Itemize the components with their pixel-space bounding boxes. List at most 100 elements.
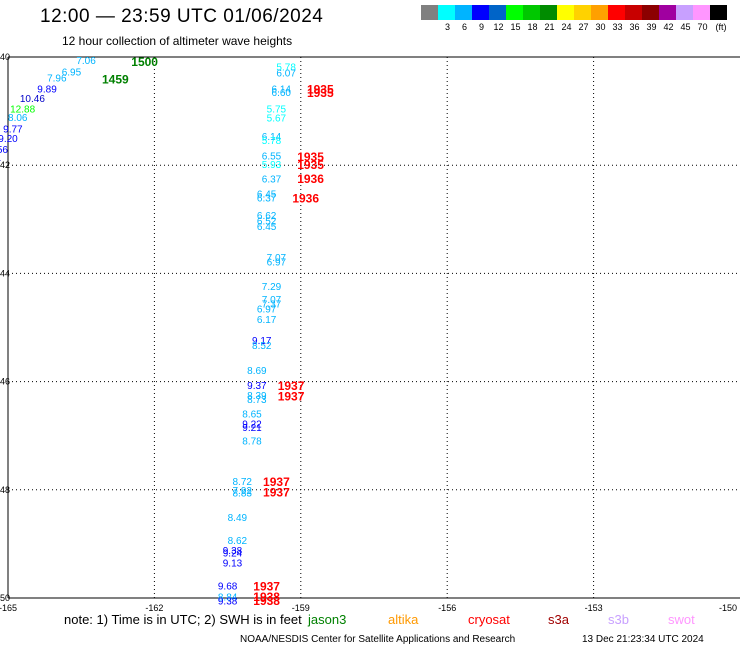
y-tick-label: 40: [0, 52, 10, 62]
legend-label: 33: [612, 22, 623, 32]
legend-swatch: [421, 5, 438, 20]
legend-swatch: [608, 5, 625, 20]
wave-height-label: 9.21: [242, 423, 262, 434]
legend-swatch: [540, 5, 557, 20]
wave-height-label: 12.88: [10, 104, 35, 115]
wave-height-label: 8.69: [247, 366, 267, 377]
wave-height-label: 10.46: [20, 94, 45, 105]
legend-swatch: [676, 5, 693, 20]
page-subtitle: 12 hour collection of altimeter wave hei…: [62, 34, 293, 48]
legend-label: 36: [629, 22, 640, 32]
wave-height-label: 6.17: [257, 315, 277, 326]
wave-height-label: 9.68: [218, 582, 238, 593]
satellite-label: swot: [668, 612, 695, 627]
wave-height-label: 9.89: [37, 84, 57, 95]
legend-label: 24: [561, 22, 572, 32]
legend-label: 70: [697, 22, 708, 32]
wave-height-label: 8.65: [242, 410, 262, 421]
x-tick-label: -153: [585, 603, 603, 613]
wave-height-label: 5.78: [276, 63, 296, 74]
satellite-label: jason3: [308, 612, 347, 627]
wave-height-label: 8.49: [228, 513, 248, 524]
time-label: 1938: [253, 594, 280, 608]
legend-label: 39: [646, 22, 657, 32]
wave-height-label: 6.37: [257, 194, 277, 205]
time-label: 1937: [278, 390, 305, 404]
wave-height-label: 5.75: [267, 104, 287, 115]
wave-height-label: 6.45: [257, 189, 277, 200]
wave-height-label: 9.24: [223, 549, 243, 560]
wave-height-label: 7.37: [262, 300, 282, 311]
legend-label: 30: [595, 22, 606, 32]
legend-swatch: [506, 5, 523, 20]
footer-note: note: 1) Time is in UTC; 2) SWH is in fe…: [64, 612, 302, 627]
time-label: 1937: [278, 379, 305, 393]
legend-swatch: [455, 5, 472, 20]
legend-label: 15: [510, 22, 521, 32]
legend-label: 42: [663, 22, 674, 32]
wave-height-label: 8.78: [242, 437, 262, 448]
wave-height-label: 7.29: [262, 282, 282, 293]
legend-label: 3: [444, 22, 451, 32]
time-label: 1935: [307, 82, 334, 96]
wave-height-label: 6.52: [257, 216, 277, 227]
wave-height-label: 6.45: [257, 222, 277, 233]
time-label: 1936: [292, 192, 319, 206]
wave-height-label: 7.06: [76, 56, 96, 67]
wave-height-label: 6.14: [262, 132, 282, 143]
time-label: 1937: [263, 475, 290, 489]
wave-height-label: 6.37: [262, 175, 282, 186]
time-label: 1936: [297, 172, 324, 186]
wave-height-label: 8.62: [228, 536, 248, 547]
wave-height-label: 8.06: [8, 113, 28, 124]
wave-height-label: 5.78: [262, 136, 282, 147]
page-title: 12:00 — 23:59 UTC 01/06/2024: [40, 6, 324, 27]
x-tick-label: -159: [292, 603, 310, 613]
legend-label: 18: [527, 22, 538, 32]
legend-swatch: [591, 5, 608, 20]
wave-height-label: 8.52: [252, 341, 272, 352]
legend-unit: (ft): [715, 22, 727, 32]
legend-swatch: [625, 5, 642, 20]
legend-label: 12: [493, 22, 504, 32]
wave-height-label: 9.20: [0, 134, 18, 145]
wave-height-label: 6.07: [276, 69, 296, 80]
wave-height-label: 6.14: [272, 84, 292, 95]
x-tick-label: -150: [719, 603, 737, 613]
wave-height-label: 7.07: [267, 253, 287, 264]
wave-height-label: 9.22: [242, 419, 262, 430]
wave-height-label: 6.95: [62, 68, 82, 79]
wave-height-label: 8.72: [233, 477, 253, 488]
wave-height-label: 9.38: [223, 546, 243, 557]
x-tick-label: -165: [0, 603, 17, 613]
legend-swatch: [472, 5, 489, 20]
legend-swatches: [421, 5, 727, 20]
legend-label: 45: [680, 22, 691, 32]
satellite-label: s3a: [548, 612, 569, 627]
legend-swatch: [642, 5, 659, 20]
timestamp-text: 13 Dec 21:23:34 UTC 2024: [582, 634, 704, 645]
x-tick-label: -162: [145, 603, 163, 613]
legend-swatch: [523, 5, 540, 20]
legend-swatch: [557, 5, 574, 20]
satellite-label: cryosat: [468, 612, 510, 627]
satellite-label: s3b: [608, 612, 629, 627]
time-label: 1937: [253, 580, 280, 594]
wave-height-label: 6.60: [272, 88, 292, 99]
wave-height-label: 7.92: [233, 486, 253, 497]
y-tick-label: 42: [0, 160, 10, 170]
x-tick-label: -156: [438, 603, 456, 613]
wave-height-label: 5.67: [267, 114, 287, 125]
legend-label: 9: [478, 22, 485, 32]
time-label: 1938: [253, 590, 280, 604]
satellite-label: altika: [388, 612, 419, 627]
wave-height-label: 6.97: [267, 257, 287, 268]
wave-height-label: 8.83: [233, 489, 253, 500]
legend-label: 6: [461, 22, 468, 32]
legend-swatch: [659, 5, 676, 20]
legend-swatch: [438, 5, 455, 20]
legend-labels: 3 6 9 12 15 18 21 24 27 30 33 36 39 42 45 70 (ft): [421, 20, 727, 34]
legend-swatch: [574, 5, 591, 20]
wave-height-label: 8.39: [247, 391, 267, 402]
wave-height-label: 9.13: [223, 558, 243, 569]
